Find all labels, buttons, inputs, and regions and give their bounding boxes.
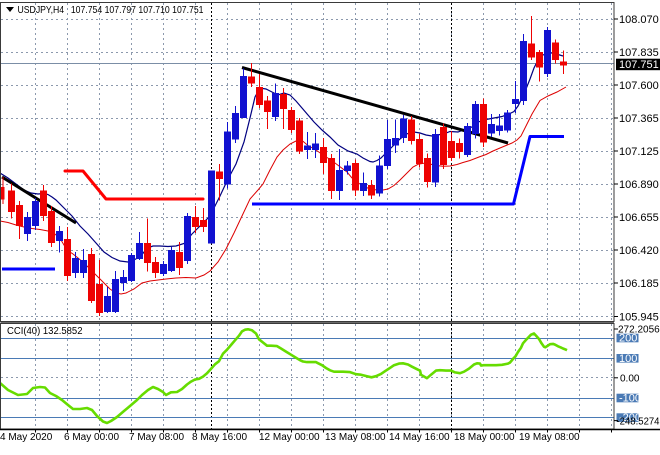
svg-text:106.185: 106.185 <box>619 278 659 290</box>
svg-text:108.070: 108.070 <box>619 14 659 26</box>
svg-text:13 May 08:00: 13 May 08:00 <box>325 432 386 443</box>
svg-text:106.655: 106.655 <box>619 212 659 224</box>
svg-text:200: 200 <box>619 333 637 345</box>
svg-text:107.600: 107.600 <box>619 80 659 92</box>
svg-text:USDJPY,H4 107.754 107.797 107: USDJPY,H4 107.754 107.797 107.710 107.75… <box>18 4 204 16</box>
svg-text:-100: -100 <box>619 393 641 405</box>
svg-text:CCI(40) 132.5852: CCI(40) 132.5852 <box>7 326 83 337</box>
svg-text:12 May 00:00: 12 May 00:00 <box>259 432 320 443</box>
svg-text:-248.5274: -248.5274 <box>617 416 660 427</box>
svg-text:18 May 00:00: 18 May 00:00 <box>454 432 515 443</box>
svg-text:0.00: 0.00 <box>620 373 640 384</box>
svg-text:7 May 08:00: 7 May 08:00 <box>129 432 184 443</box>
svg-text:107.835: 107.835 <box>619 47 659 59</box>
svg-text:105.945: 105.945 <box>619 312 659 324</box>
svg-text:106.420: 106.420 <box>619 245 659 257</box>
svg-text:14 May 16:00: 14 May 16:00 <box>389 432 450 443</box>
svg-text:4 May 2020: 4 May 2020 <box>0 432 53 443</box>
svg-text:8 May 16:00: 8 May 16:00 <box>192 432 247 443</box>
svg-text:19 May 08:00: 19 May 08:00 <box>519 432 580 443</box>
svg-text:272.2056: 272.2056 <box>618 325 660 336</box>
svg-text:100: 100 <box>619 353 637 365</box>
svg-text:6 May 00:00: 6 May 00:00 <box>64 432 119 443</box>
svg-text:107.751: 107.751 <box>619 59 659 71</box>
svg-text:107.125: 107.125 <box>619 146 659 158</box>
svg-text:-200: -200 <box>619 412 641 424</box>
svg-text:107.365: 107.365 <box>619 113 659 125</box>
svg-text:106.890: 106.890 <box>619 179 659 191</box>
